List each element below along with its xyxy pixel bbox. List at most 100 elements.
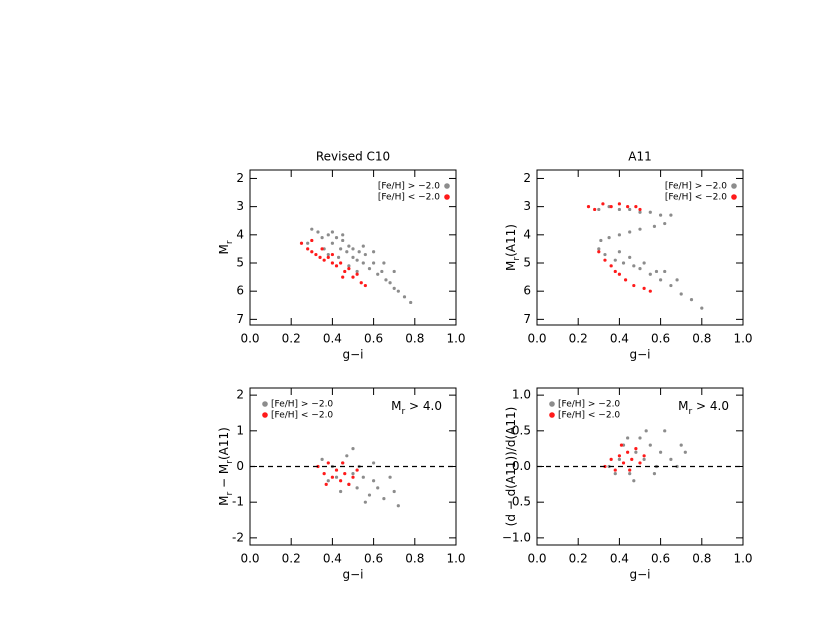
point: [334, 475, 339, 479]
y-tick-label: 1.0: [512, 388, 531, 402]
y-tick-label: 5: [523, 256, 531, 270]
point: [632, 479, 636, 483]
x-tick-label: 1.0: [733, 552, 752, 566]
point: [341, 275, 345, 279]
point: [355, 258, 359, 262]
point: [659, 213, 663, 217]
x-tick-label: 0.4: [610, 552, 629, 566]
label-part: r: [225, 460, 235, 464]
x-tick-label: 0.0: [240, 332, 259, 346]
legend-marker: [549, 401, 555, 407]
x-tick-label: 0.2: [282, 552, 301, 566]
x-tick-label: 0.2: [282, 332, 301, 346]
point: [322, 472, 326, 476]
point: [669, 283, 673, 288]
point: [320, 236, 324, 240]
point: [607, 236, 611, 240]
point: [324, 482, 328, 486]
point: [669, 213, 673, 217]
point: [330, 261, 334, 265]
point: [630, 457, 634, 461]
point: [648, 272, 652, 276]
legend-label: [Fe/H] > −2.0: [558, 400, 620, 410]
point: [617, 233, 622, 237]
point: [601, 202, 605, 206]
point: [663, 269, 667, 274]
label-part: (d − d(A11))/d(A11): [504, 407, 518, 527]
point: [392, 269, 396, 274]
point: [341, 461, 345, 465]
point: [632, 283, 636, 288]
point: [345, 454, 349, 458]
point: [642, 457, 646, 461]
point: [659, 278, 663, 282]
point: [623, 278, 628, 282]
y-tick-label: 2: [236, 388, 244, 402]
point: [603, 252, 607, 257]
point: [334, 236, 339, 240]
point: [345, 250, 349, 254]
plot-area: [586, 202, 704, 310]
y-tick-label: -0.5: [508, 495, 531, 509]
point: [326, 255, 330, 259]
point: [634, 447, 638, 451]
point: [654, 269, 659, 274]
point: [376, 486, 380, 490]
y-tick-label: -1: [232, 495, 244, 509]
point: [599, 238, 603, 243]
annotation: Mr > 4.0: [678, 399, 729, 417]
point: [675, 464, 679, 469]
point: [617, 454, 622, 458]
y-tick-label: 3: [523, 199, 531, 213]
point: [336, 255, 341, 259]
y-tick-label: 4: [523, 227, 531, 241]
legend-marker: [262, 412, 268, 418]
point: [613, 472, 617, 476]
point: [347, 482, 351, 486]
point: [339, 261, 343, 265]
y-tick-label: 0.0: [512, 459, 531, 473]
point: [347, 244, 351, 248]
y-tick-label: 5: [236, 256, 244, 270]
point: [355, 269, 359, 274]
point: [617, 202, 622, 206]
label-part: M: [217, 495, 231, 505]
point: [372, 261, 376, 265]
x-tick-label: 0.4: [323, 552, 342, 566]
point: [628, 230, 632, 234]
y-tick-label: 3: [236, 199, 244, 213]
point: [634, 205, 638, 209]
point: [330, 475, 334, 479]
point: [326, 252, 330, 257]
point: [679, 443, 683, 447]
point: [351, 472, 355, 476]
annotation: Mr > 4.0: [391, 399, 442, 417]
panel-title: A11: [628, 150, 651, 164]
point: [361, 261, 365, 265]
point: [638, 227, 642, 231]
legend-marker: [731, 183, 737, 189]
point: [638, 267, 642, 271]
x-tick-label: 1.0: [446, 552, 465, 566]
point: [320, 247, 324, 251]
point: [609, 457, 613, 461]
point: [626, 205, 630, 209]
point: [652, 224, 657, 228]
legend-marker: [731, 194, 737, 200]
point: [609, 205, 613, 209]
point: [306, 247, 310, 251]
point: [363, 500, 367, 504]
axes-frame: [536, 169, 744, 326]
x-tick-label: 0.2: [569, 552, 588, 566]
point: [634, 450, 638, 454]
point: [339, 489, 343, 494]
point: [603, 258, 607, 262]
point: [642, 286, 646, 290]
point: [351, 275, 355, 279]
label-part: r: [402, 407, 406, 417]
point: [355, 468, 359, 472]
point: [392, 489, 396, 494]
point: [326, 479, 330, 483]
point: [626, 450, 630, 454]
x-tick-label: 0.6: [651, 552, 670, 566]
